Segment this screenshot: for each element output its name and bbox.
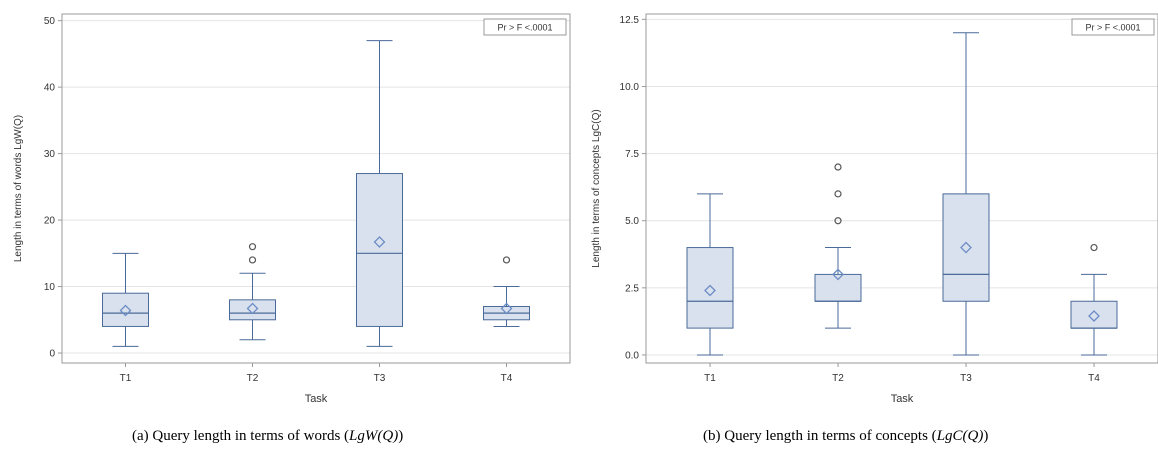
- box-T2: [814, 273, 862, 302]
- y-tick-label: 5.0: [625, 216, 639, 227]
- mean-marker: [704, 284, 716, 297]
- box-T4: [1070, 300, 1118, 329]
- x-tick-label: T4: [501, 373, 513, 384]
- inset-box: [483, 18, 567, 36]
- mean-marker: [373, 236, 386, 248]
- y-tick-label: 40: [44, 83, 56, 94]
- x-axis-label: Task: [891, 393, 914, 405]
- x-tick-label: T3: [374, 373, 386, 384]
- inset-label: Pr > F <.0001: [497, 23, 552, 33]
- mean-marker: [500, 302, 513, 315]
- y-tick-label: 20: [44, 216, 56, 227]
- box-T2: [229, 299, 276, 321]
- x-tick-label: T3: [960, 373, 972, 384]
- x-tick-label: T2: [832, 373, 844, 384]
- box-T3: [356, 173, 403, 327]
- y-tick-label: 10.0: [620, 82, 640, 93]
- box-T1: [686, 247, 734, 329]
- x-tick-label: T1: [704, 373, 716, 384]
- caption-b-suffix: ): [983, 428, 989, 444]
- y-tick-label: 10: [44, 282, 56, 293]
- outlier-point: [1090, 243, 1098, 252]
- y-tick-label: 12.5: [620, 15, 640, 26]
- y-tick-label: 7.5: [625, 149, 639, 160]
- box-plot-b: 0.0 2.5 5.0 7.5 10.0 12.5 Length in terms of c…: [591, 13, 1158, 405]
- outlier-point: [248, 256, 257, 264]
- chart-panel-b: 0.0 2.5 5.0 7.5 10.0 12.5 Length in terms of c…: [578, 0, 1158, 461]
- y-tick-label: 50: [44, 16, 56, 27]
- box-T1: [102, 292, 149, 327]
- box-plot-a: 0 10 20 30 40 50 Length in terms of words LgW(…: [13, 13, 571, 405]
- caption-a: (a) Query length in terms of words (LgW(…: [132, 428, 403, 445]
- mean-marker: [119, 304, 132, 317]
- y-tick-label: 0.0: [625, 350, 639, 361]
- mean-marker: [832, 268, 844, 281]
- outlier-point: [834, 190, 842, 198]
- y-axis-label: Length in terms of words LgW(Q): [13, 115, 24, 262]
- caption-b-math: LgC(Q): [936, 428, 984, 444]
- caption-b: (b) Query length in terms of concepts (L…: [703, 428, 988, 445]
- x-tick-label: T1: [120, 373, 132, 384]
- mean-marker: [1088, 310, 1100, 322]
- x-axis-label: Task: [305, 393, 328, 405]
- y-tick-label: 30: [44, 149, 56, 160]
- inset-box: [1071, 18, 1155, 36]
- outlier-point: [834, 217, 842, 225]
- caption-a-prefix: (a) Query length in terms of words (: [132, 428, 350, 444]
- x-tick-label: T4: [1088, 373, 1100, 384]
- outlier-point: [248, 243, 257, 251]
- outlier-point: [502, 256, 511, 264]
- y-tick-label: 0: [49, 349, 55, 360]
- chart-panel-a: 0 10 20 30 40 50 Length in terms of words LgW(…: [0, 0, 580, 461]
- outlier-point: [834, 163, 842, 171]
- plot-frame: [61, 13, 571, 364]
- y-tick-label: 2.5: [625, 283, 639, 294]
- caption-a-math: LgW(Q): [349, 428, 399, 444]
- x-tick-label: T2: [247, 373, 259, 384]
- mean-marker: [960, 241, 972, 254]
- inset-label: Pr > F <.0001: [1085, 23, 1140, 33]
- plot-frame: [645, 13, 1158, 364]
- box-T3: [942, 193, 990, 302]
- caption-a-suffix: ): [398, 428, 404, 444]
- y-axis-label: Length in terms of concepts LgC(Q): [591, 109, 602, 267]
- caption-b-prefix: (b) Query length in terms of concepts (: [703, 428, 937, 444]
- mean-marker: [246, 302, 259, 315]
